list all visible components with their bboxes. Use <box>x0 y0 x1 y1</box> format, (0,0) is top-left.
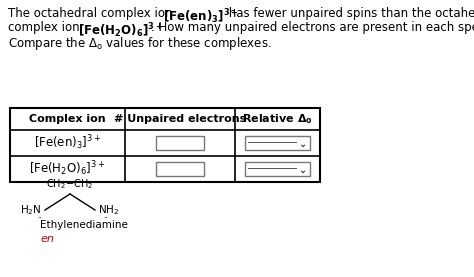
Text: $\rm[Fe(H_2O)_6]^{3+}$: $\rm[Fe(H_2O)_6]^{3+}$ <box>29 160 106 178</box>
Text: $\rm[Fe(en)_3]^{3+}$: $\rm[Fe(en)_3]^{3+}$ <box>34 134 101 152</box>
Text: Ethylenediamine: Ethylenediamine <box>40 220 128 230</box>
Text: ⌄: ⌄ <box>299 139 307 149</box>
Bar <box>10 108 320 182</box>
Bar <box>156 162 204 176</box>
Text: $\mathbf{[Fe(en)_3]^{3+}}$: $\mathbf{[Fe(en)_3]^{3+}}$ <box>163 7 238 26</box>
Bar <box>245 136 310 150</box>
Text: complex ion: complex ion <box>8 21 83 34</box>
Text: $\mathbf{[Fe(H_2O)_6]^{3+}}$: $\mathbf{[Fe(H_2O)_6]^{3+}}$ <box>78 21 163 40</box>
Text: The octahedral complex ion: The octahedral complex ion <box>8 7 176 20</box>
Text: $\rm NH_2$: $\rm NH_2$ <box>98 203 119 217</box>
Bar <box>245 162 310 176</box>
Text: ··: ·· <box>103 215 108 221</box>
Bar <box>156 136 204 150</box>
Text: . How many unpaired electrons are present in each species?: . How many unpaired electrons are presen… <box>151 21 474 34</box>
Text: ··: ·· <box>37 215 42 221</box>
Text: $\rm H_2N$: $\rm H_2N$ <box>20 203 42 217</box>
Text: has fewer unpaired spins than the octahedral: has fewer unpaired spins than the octahe… <box>225 7 474 20</box>
Text: Relative $\mathbf{\Delta_o}$: Relative $\mathbf{\Delta_o}$ <box>242 112 313 126</box>
Text: en: en <box>40 234 54 244</box>
Text: Complex ion: Complex ion <box>29 114 106 124</box>
Text: ⌄: ⌄ <box>299 165 307 175</box>
Text: # Unpaired electrons: # Unpaired electrons <box>114 114 246 124</box>
Text: Compare the $\Delta_\mathrm{o}$ values for these complexes.: Compare the $\Delta_\mathrm{o}$ values f… <box>8 35 272 52</box>
Text: $\rm CH_2\!-\!CH_2$: $\rm CH_2\!-\!CH_2$ <box>46 177 94 191</box>
